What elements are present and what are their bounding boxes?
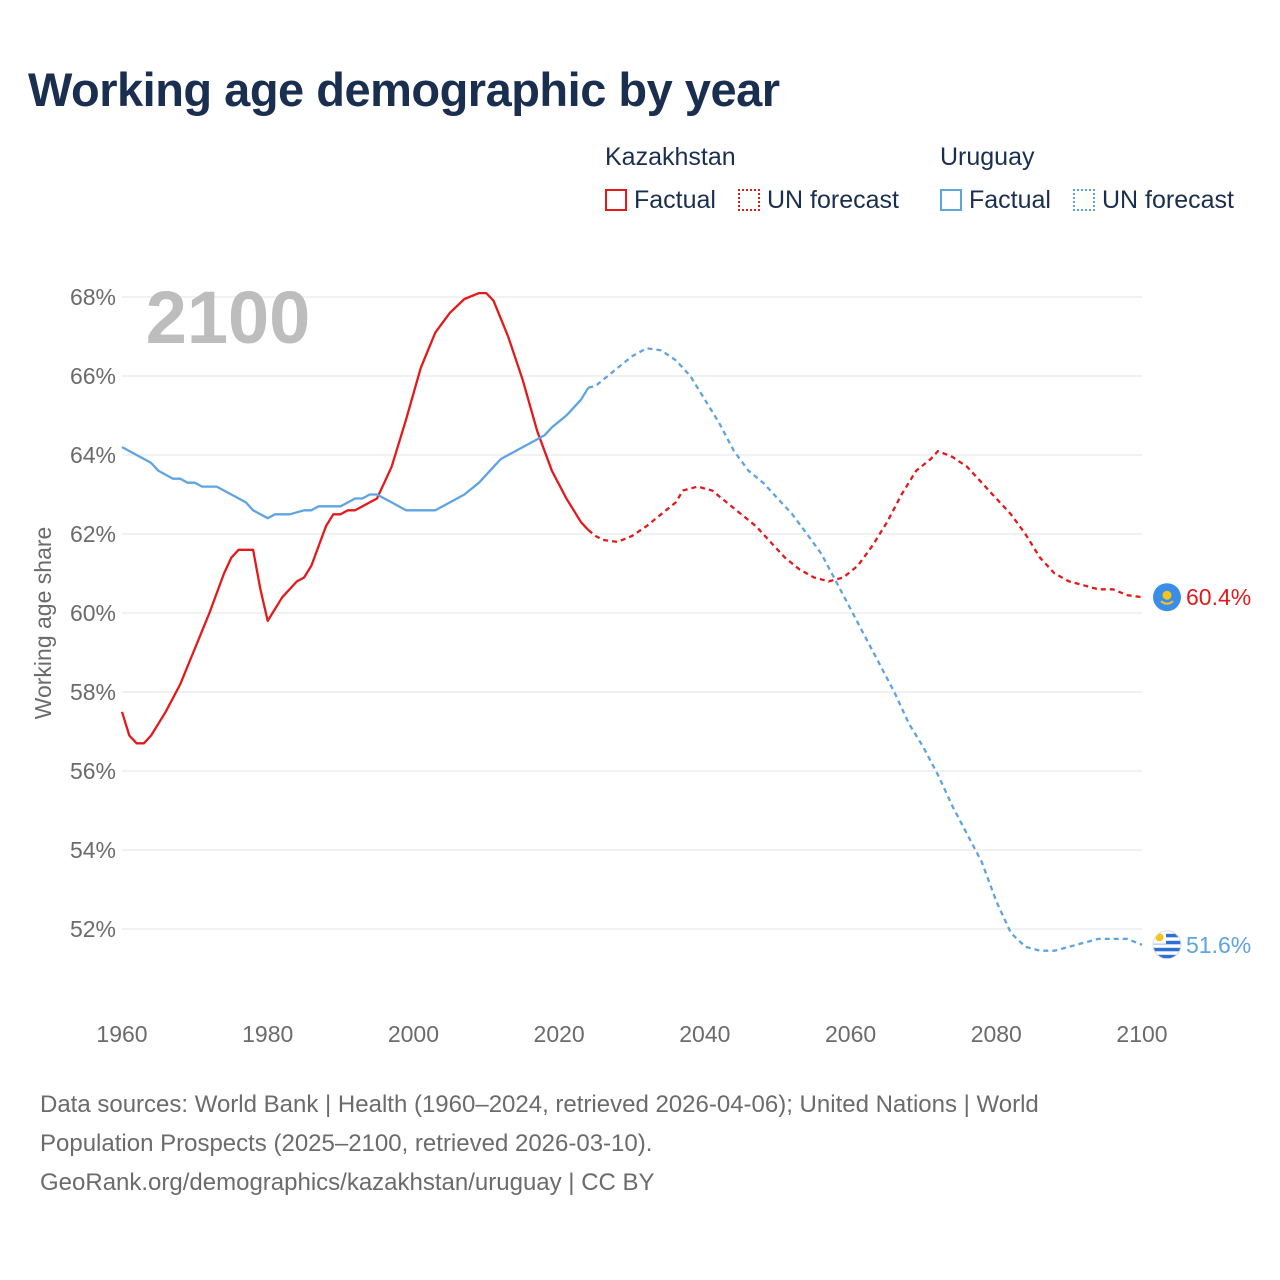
legend-kazakhstan-forecast[interactable]: UN forecast	[738, 185, 899, 215]
legend-group-uruguay: Uruguay	[940, 143, 1035, 171]
flag-stripe	[1153, 954, 1181, 959]
legend-label: UN forecast	[1102, 185, 1234, 214]
sources-line-2: Population Prospects (2025–2100, retriev…	[40, 1130, 653, 1157]
flag-sun-icon	[1155, 933, 1164, 942]
y-tick-label: 60%	[70, 600, 116, 626]
end-value-label-kazakhstan: 60.4%	[1186, 584, 1251, 610]
legend-swatch-kazakhstan-factual	[605, 189, 627, 211]
x-tick-label: 1980	[242, 1021, 293, 1047]
chart-title: Working age demographic by year	[28, 63, 780, 116]
x-tick-label: 2020	[534, 1021, 585, 1047]
uruguay-flag-icon	[1153, 930, 1181, 959]
legend-uruguay-forecast[interactable]: UN forecast	[1073, 185, 1234, 215]
legend-label: Factual	[634, 185, 716, 214]
x-tick-label: 2060	[825, 1021, 876, 1047]
end-value-label-uruguay: 51.6%	[1186, 932, 1251, 958]
legend-group-kazakhstan: Kazakhstan	[605, 143, 736, 171]
year-watermark: 2100	[146, 276, 311, 359]
legend-label: Factual	[969, 185, 1051, 214]
series-line-kazakhstan-factual	[120, 291, 590, 745]
sources-link[interactable]: GeoRank.org/demographics/kazakhstan/urug…	[40, 1169, 655, 1196]
sources-line-1: Data sources: World Bank | Health (1960–…	[40, 1091, 1039, 1118]
y-tick-label: 56%	[70, 758, 116, 784]
legend-label: UN forecast	[767, 185, 899, 214]
x-tick-label: 2080	[971, 1021, 1022, 1047]
legend-uruguay-factual[interactable]: Factual	[940, 185, 1051, 215]
legend-swatch-uruguay-factual	[940, 189, 962, 211]
x-tick-label: 2000	[388, 1021, 439, 1047]
series-line-uruguay-forecast	[588, 347, 1143, 952]
x-tick-label: 1960	[96, 1021, 147, 1047]
series-line-kazakhstan-forecast	[587, 449, 1143, 599]
flag-sun-icon	[1162, 590, 1172, 600]
legend-swatch-kazakhstan-forecast	[738, 189, 760, 211]
y-tick-label: 58%	[70, 679, 116, 705]
flag-eagle-icon	[1160, 600, 1174, 605]
y-tick-label: 62%	[70, 521, 116, 547]
sources-note: Data sources: World Bank | Health (1960–…	[40, 1085, 1220, 1202]
y-tick-label: 68%	[70, 284, 116, 310]
x-tick-label: 2100	[1116, 1021, 1167, 1047]
series-line-uruguay-factual	[121, 387, 590, 520]
flag-stripe	[1153, 933, 1181, 938]
legend-kazakhstan-factual[interactable]: Factual	[605, 185, 716, 215]
legend-swatch-uruguay-forecast	[1073, 189, 1095, 211]
y-tick-label: 54%	[70, 837, 116, 863]
y-axis-label: Working age share	[30, 527, 56, 720]
y-tick-label: 64%	[70, 442, 116, 468]
y-tick-label: 52%	[70, 916, 116, 942]
y-tick-label: 66%	[70, 363, 116, 389]
flag-stripe	[1153, 947, 1181, 952]
x-tick-label: 2040	[679, 1021, 730, 1047]
flag-stripe	[1153, 940, 1181, 945]
flag-border	[1152, 930, 1182, 960]
